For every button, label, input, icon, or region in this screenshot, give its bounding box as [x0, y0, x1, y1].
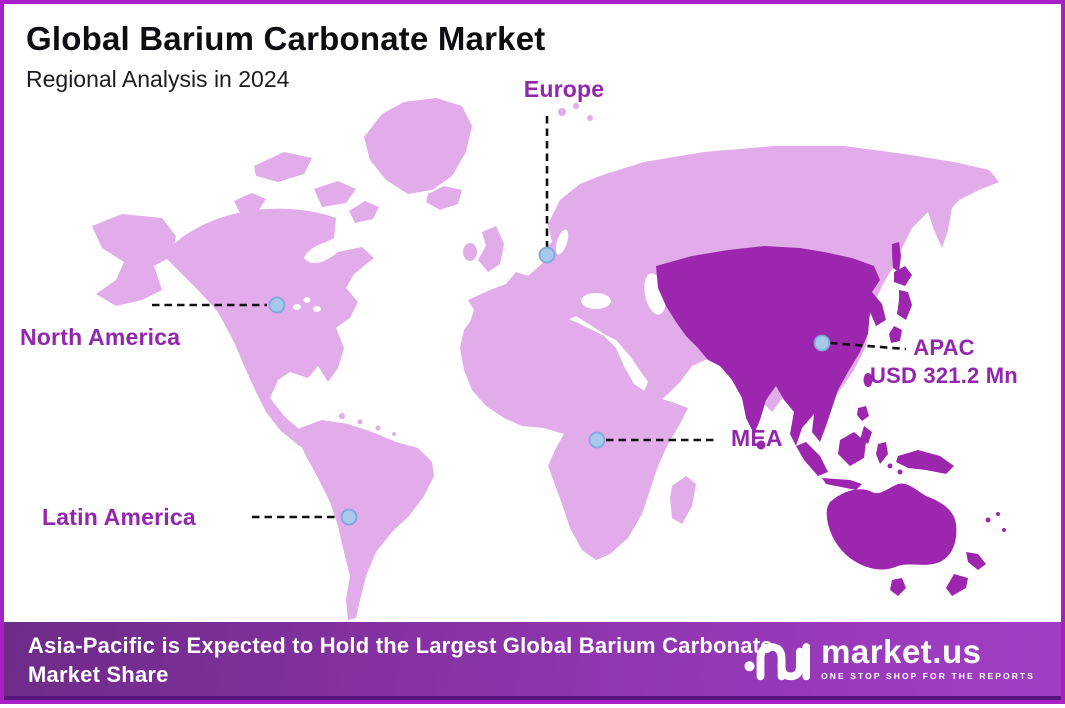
marker-europe-icon — [538, 246, 556, 264]
region-greenland — [364, 98, 472, 194]
region-tasmania — [890, 578, 906, 596]
region-pacific-isle — [1002, 528, 1006, 532]
apac-region-name: APAC — [913, 335, 975, 360]
region-svalbard — [573, 103, 579, 109]
logo-text-block: market.us ONE STOP SHOP FOR THE REPORTS — [821, 633, 1035, 682]
region-ireland — [463, 243, 477, 261]
connector-apac — [829, 341, 907, 351]
region-caribbean — [357, 419, 363, 425]
region-borneo — [838, 432, 866, 466]
connector-lines — [152, 116, 907, 519]
marketus-logo-icon — [744, 643, 811, 681]
map-markers — [268, 246, 831, 526]
region-iceland — [426, 186, 462, 210]
region-alaska — [92, 214, 176, 306]
region-taiwan — [863, 373, 873, 387]
logo-tagline: ONE STOP SHOP FOR THE REPORTS — [821, 671, 1035, 681]
map-label-latin-america: Latin America — [42, 504, 196, 530]
region-svalbard — [558, 108, 566, 116]
marker-latin-america-icon — [340, 508, 358, 526]
region-caribbean — [375, 425, 381, 431]
region-new-guinea — [896, 450, 954, 474]
map-label-apac: APAC USD 321.2 Mn — [864, 334, 1024, 390]
marketus-logo: market.us ONE STOP SHOP FOR THE REPORTS — [744, 632, 1035, 684]
footer-banner: Asia-Pacific is Expected to Hold the Lar… — [4, 622, 1061, 700]
map-label-europe: Europe — [523, 76, 605, 102]
world-map: Europe North America Latin America MEA A… — [4, 4, 1065, 708]
region-south-america — [298, 420, 434, 620]
region-apac-mainland — [656, 246, 886, 446]
region-new-zealand — [946, 552, 986, 596]
region-madagascar — [670, 476, 696, 524]
region-arctic-islands — [234, 152, 379, 223]
region-japan — [889, 266, 912, 343]
apac-market-value: USD 321.2 Mn — [870, 363, 1018, 388]
region-uk — [478, 226, 504, 272]
marker-mea-icon — [588, 431, 606, 449]
region-sulawesi — [876, 442, 888, 464]
logo-name: market.us — [821, 633, 982, 670]
region-philippines — [852, 406, 872, 450]
page-title: Global Barium Carbonate Market — [26, 20, 546, 57]
region-indonesia-isles — [887, 463, 893, 469]
world-map-svg — [92, 98, 1006, 620]
header: Global Barium Carbonate Market Regional … — [26, 20, 545, 93]
map-label-north-america: North America — [20, 324, 181, 350]
region-australia — [826, 483, 957, 570]
region-fiji — [985, 517, 991, 523]
marker-north-america-icon — [268, 296, 286, 314]
region-apac-highlight — [656, 242, 1006, 596]
region-sri-lanka — [756, 440, 766, 450]
region-africa — [460, 306, 688, 560]
region-sakhalin — [892, 242, 901, 272]
region-sumatra — [796, 442, 828, 476]
region-svalbard — [587, 115, 593, 121]
region-pacific-isle — [996, 512, 1000, 516]
page-subtitle: Regional Analysis in 2024 — [26, 66, 290, 92]
marker-apac-icon — [813, 334, 831, 352]
region-caribbean — [392, 432, 396, 436]
regions-default — [92, 98, 999, 620]
region-indonesia-isles — [897, 469, 903, 475]
region-north-america — [164, 208, 374, 457]
region-caribbean — [339, 413, 345, 419]
banner-text: Asia-Pacific is Expected to Hold the Lar… — [28, 633, 773, 687]
region-java — [822, 478, 862, 490]
map-label-mea: MEA — [731, 425, 783, 451]
